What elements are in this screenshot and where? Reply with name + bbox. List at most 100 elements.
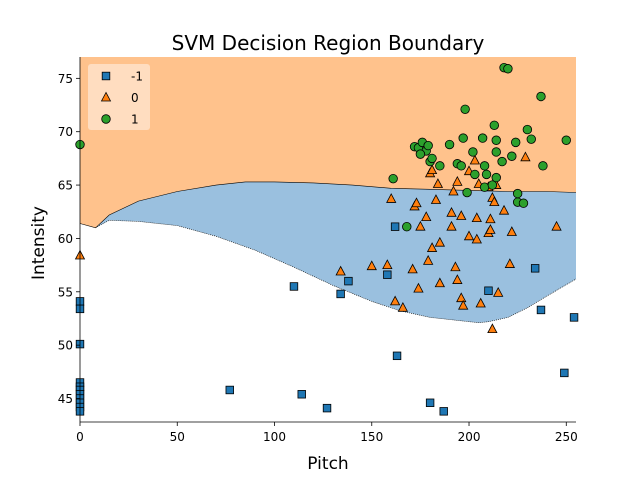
region-class--1: [80, 181, 576, 323]
legend-label: 0: [131, 91, 139, 105]
data-point-class-0: [456, 210, 467, 220]
data-point-class-0: [520, 151, 531, 162]
data-point-class-0: [469, 154, 481, 165]
data-point-class-1: [423, 140, 433, 151]
data-point-class-0: [426, 242, 438, 252]
x-tick-label: 0: [76, 430, 84, 444]
data-point-class--1: [297, 390, 306, 399]
data-point-class-0: [471, 233, 482, 244]
data-point-class-1: [511, 137, 521, 148]
legend-label: -1: [131, 70, 143, 84]
data-point-class-0: [397, 301, 409, 312]
data-point-class-0: [475, 297, 486, 308]
data-point-class-0: [452, 274, 463, 284]
x-tick-label: 150: [360, 430, 383, 444]
legend-label: 1: [131, 113, 139, 127]
y-ticks: 45 50 55 60 65 70 75: [58, 72, 80, 406]
y-tick-label: 75: [58, 72, 73, 86]
data-point-class-1: [477, 133, 488, 143]
data-point-class-0: [426, 164, 438, 175]
data-point-class--1: [383, 270, 392, 279]
data-point-class--1: [336, 289, 345, 299]
data-point-class-0: [423, 254, 434, 265]
data-point-class--1: [536, 305, 546, 315]
data-point-class-1: [518, 198, 529, 208]
x-axis-label: Pitch: [307, 454, 348, 474]
data-point-class-1: [507, 151, 517, 161]
decision-regions: [79, 57, 577, 324]
data-point-class--1: [392, 351, 402, 361]
data-point-class-0: [382, 259, 393, 270]
data-point-class-1: [458, 133, 468, 143]
data-point-class--1: [289, 282, 299, 291]
data-point-class-0: [506, 226, 517, 236]
data-point-class--1: [439, 407, 448, 416]
data-point-class-1: [435, 161, 445, 171]
data-point-class-1: [481, 169, 492, 180]
data-point-class--1: [225, 385, 234, 395]
data-point-class-0: [458, 299, 469, 310]
data-point-class-1: [456, 161, 466, 171]
x-tick-label: 100: [263, 430, 286, 444]
data-point-class-0: [450, 261, 461, 272]
legend-marker-0: [100, 91, 112, 102]
y-tick-label: 65: [58, 179, 73, 193]
x-tick-label: 200: [458, 430, 481, 444]
data-point-class-1: [491, 147, 501, 157]
data-point-class-0: [493, 287, 504, 297]
data-point-class--1: [344, 276, 353, 286]
x-ticks: 0 50 100 150 200 250: [76, 422, 578, 444]
legend: -1 0 1: [88, 64, 150, 130]
data-point-class-1: [489, 120, 500, 131]
data-point-class-0: [446, 220, 457, 231]
data-point-class-1: [522, 124, 533, 135]
data-point-class--1: [530, 264, 540, 273]
axes: [79, 57, 576, 423]
data-point-class-1: [462, 187, 472, 198]
boundary-lower: [95, 219, 577, 324]
data-point-class-0: [434, 236, 446, 247]
data-point-class-0: [335, 265, 346, 276]
data-point-class-0: [448, 185, 459, 196]
data-point-class-1: [497, 156, 507, 167]
y-axis-label: Intensity: [29, 206, 49, 280]
y-tick-label: 55: [58, 285, 73, 299]
y-tick-label: 60: [58, 232, 73, 246]
legend-box: [88, 64, 150, 130]
data-point-class-1: [538, 161, 548, 171]
data-point-class-0: [463, 230, 475, 241]
data-point-class-1: [479, 161, 490, 171]
data-point-class-0: [489, 196, 500, 207]
region-class-0: [80, 57, 576, 228]
data-point-class-1: [491, 172, 501, 183]
data-point-class-0: [434, 277, 446, 288]
data-point-class-0: [415, 220, 426, 231]
data-point-class-0: [432, 178, 444, 188]
data-point-class-1: [415, 149, 426, 159]
data-point-class-1: [487, 180, 498, 190]
data-point-class-1: [427, 153, 437, 164]
data-points: [74, 62, 579, 416]
data-point-class-0: [456, 292, 467, 303]
data-point-class-1: [561, 135, 571, 145]
data-point-class-1: [468, 147, 478, 157]
data-point-class-0: [366, 260, 377, 271]
y-tick-label: 50: [58, 339, 73, 353]
data-point-class-0: [498, 204, 510, 215]
legend-marker-1: [101, 114, 111, 124]
data-point-class-0: [411, 197, 422, 208]
data-point-class-0: [407, 263, 418, 274]
data-point-class-0: [386, 193, 397, 203]
data-point-class--1: [560, 368, 569, 378]
data-point-class-1: [460, 104, 470, 114]
data-point-class-0: [430, 194, 442, 204]
data-point-class-1: [536, 91, 546, 102]
x-tick-label: 250: [555, 430, 578, 444]
data-point-class-1: [503, 64, 513, 74]
data-point-class-1: [388, 173, 398, 184]
data-point-class--1: [390, 222, 400, 231]
data-point-class-1: [479, 182, 490, 192]
data-point-class-1: [491, 135, 501, 145]
